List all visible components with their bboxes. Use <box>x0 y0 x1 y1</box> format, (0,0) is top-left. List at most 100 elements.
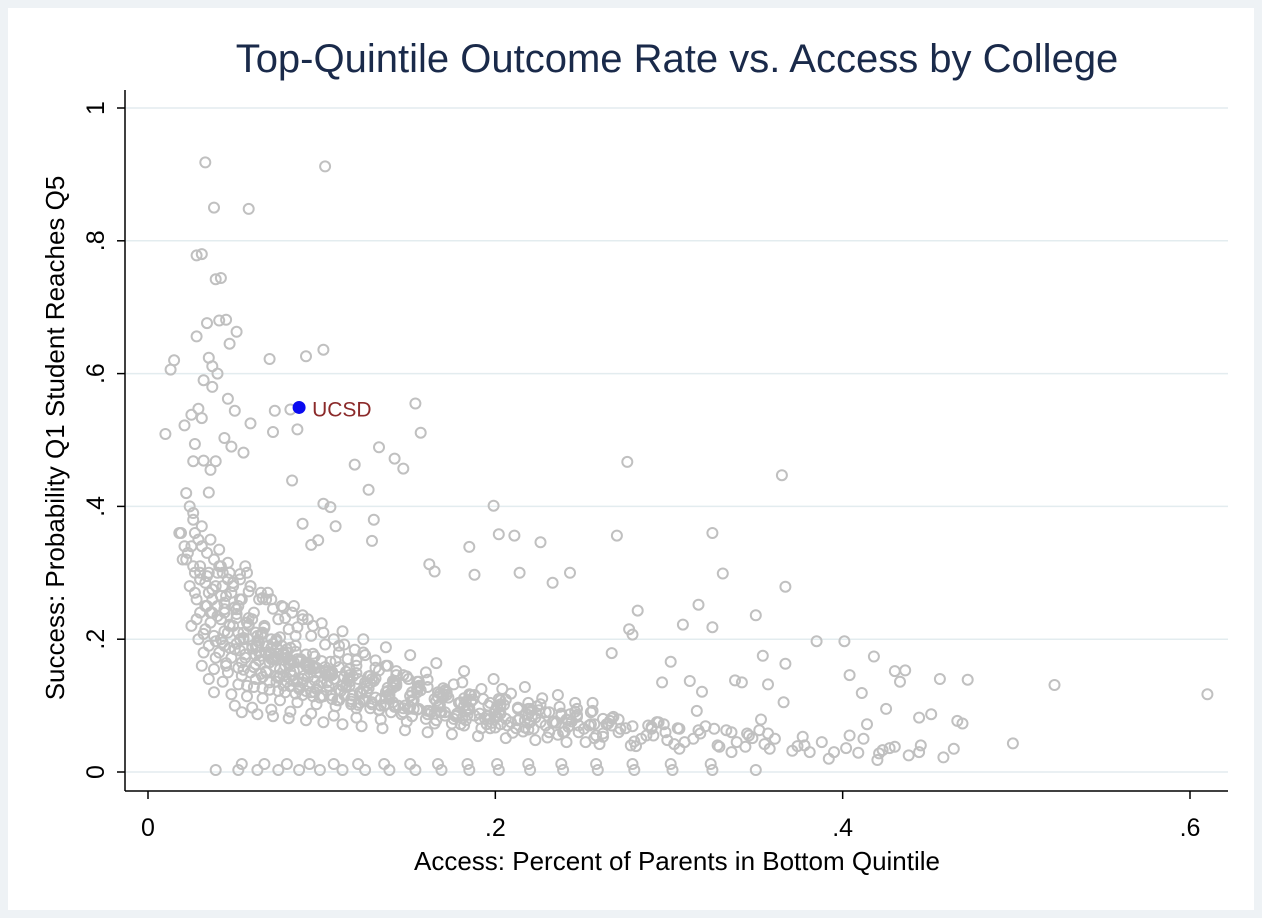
data-point <box>256 682 269 695</box>
data-point <box>188 438 201 450</box>
data-point <box>216 675 229 688</box>
data-point <box>204 616 217 629</box>
data-point <box>428 717 441 730</box>
y-tick-label: .8 <box>82 230 110 251</box>
data-point <box>230 603 243 616</box>
data-point <box>810 635 823 648</box>
y-tick-label: 1 <box>82 101 110 115</box>
data-point <box>388 700 401 713</box>
data-point <box>626 758 639 770</box>
x-tick-label: .6 <box>1180 814 1201 842</box>
data-point <box>230 612 243 624</box>
data-point <box>249 649 262 662</box>
data-point <box>208 686 220 699</box>
data-point <box>584 718 597 731</box>
data-point <box>513 566 526 579</box>
highlight-label: UCSD <box>312 398 372 421</box>
data-point <box>352 758 365 770</box>
data-point <box>624 739 637 752</box>
data-point <box>546 576 559 589</box>
data-point <box>234 573 246 586</box>
data-point <box>706 621 719 634</box>
data-point <box>491 758 504 770</box>
highlight-point <box>292 400 306 414</box>
data-point <box>555 758 568 770</box>
data-point <box>338 638 351 651</box>
data-point <box>631 604 644 617</box>
data-point <box>775 469 788 482</box>
data-point <box>180 487 193 500</box>
data-point <box>961 673 974 686</box>
data-point <box>289 645 302 658</box>
data-point <box>828 746 840 759</box>
data-point <box>237 663 250 676</box>
data-point <box>183 500 196 513</box>
data-point <box>487 673 500 685</box>
data-point <box>551 689 564 701</box>
data-point <box>822 752 835 765</box>
data-point <box>254 667 267 680</box>
data-point <box>762 678 774 691</box>
data-point <box>220 659 233 672</box>
data-point <box>235 593 248 606</box>
data-point <box>181 546 194 559</box>
data-point <box>555 707 568 720</box>
data-point <box>303 663 316 676</box>
data-point <box>293 764 306 776</box>
data-point <box>411 703 424 716</box>
data-point <box>362 483 375 496</box>
data-point <box>284 658 297 671</box>
data-point <box>197 646 210 659</box>
data-point <box>421 673 434 686</box>
data-point <box>286 474 299 487</box>
data-point <box>192 533 205 546</box>
data-point <box>225 688 238 701</box>
data-point <box>888 665 901 678</box>
data-point <box>861 718 873 731</box>
data-point <box>857 732 870 745</box>
data-point <box>534 536 547 549</box>
data-point <box>873 747 886 760</box>
data-point <box>242 202 255 215</box>
data-point <box>374 713 387 726</box>
data-point <box>588 718 601 731</box>
data-point <box>1048 679 1061 691</box>
data-point <box>421 726 434 739</box>
data-point <box>409 397 422 410</box>
data-point <box>313 691 326 704</box>
data-point <box>376 722 389 735</box>
x-tick-label: 0 <box>141 814 155 842</box>
data-point <box>230 325 243 338</box>
data-point <box>348 643 361 656</box>
data-point <box>211 367 224 380</box>
data-point <box>564 566 576 579</box>
data-point <box>263 353 276 365</box>
data-point <box>291 423 304 436</box>
data-point <box>214 272 227 284</box>
data-point <box>185 540 198 553</box>
data-point <box>755 713 767 726</box>
data-point <box>683 675 696 687</box>
data-point <box>619 722 632 735</box>
data-point <box>428 565 441 578</box>
data-point <box>284 705 297 718</box>
data-point <box>597 727 609 740</box>
data-point <box>406 695 418 708</box>
data-point <box>260 593 273 606</box>
data-point <box>855 687 868 699</box>
data-point <box>187 507 200 519</box>
data-point <box>605 647 618 660</box>
data-point <box>569 696 582 709</box>
data-point <box>690 704 703 717</box>
data-point <box>456 676 469 689</box>
data-point <box>355 720 368 733</box>
data-point <box>296 517 309 530</box>
data-point <box>730 736 743 749</box>
data-point <box>518 714 531 727</box>
data-point <box>527 722 540 735</box>
data-point <box>673 742 686 755</box>
data-point <box>289 639 302 652</box>
data-point <box>336 625 349 638</box>
data-point <box>300 350 312 363</box>
data-point <box>247 681 260 693</box>
